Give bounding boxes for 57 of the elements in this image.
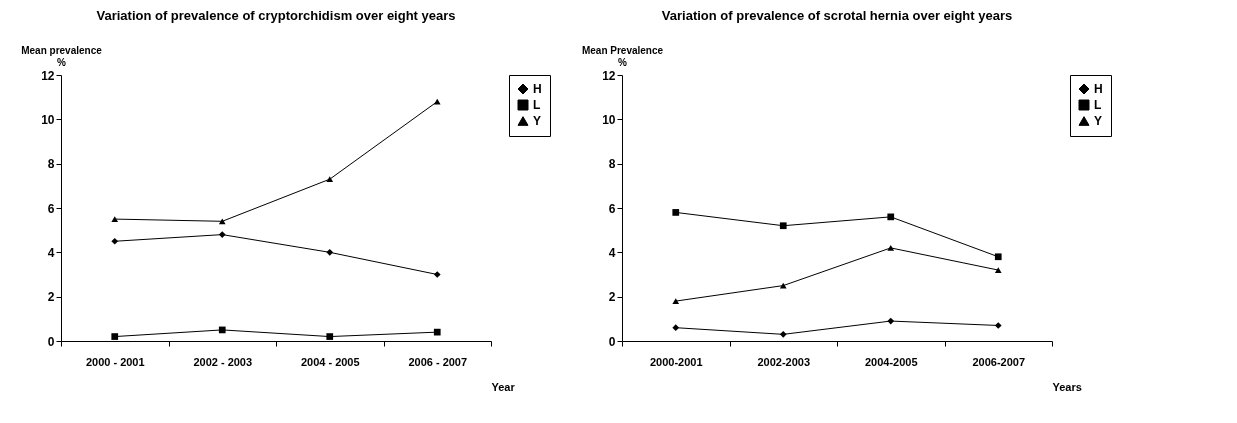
y-tick-label: 8 bbox=[608, 157, 616, 172]
point bbox=[218, 326, 226, 334]
point bbox=[218, 231, 226, 238]
y-tick-label: 6 bbox=[47, 201, 55, 216]
y-tick-label: 12 bbox=[41, 68, 55, 83]
legend-label: L bbox=[533, 98, 541, 112]
x-tick-label: 2000-2001 bbox=[649, 355, 703, 368]
y-axis-title: Mean prevalence % bbox=[21, 44, 103, 68]
point bbox=[111, 237, 119, 245]
point bbox=[779, 331, 787, 338]
point bbox=[326, 176, 334, 183]
y-tick-label: 4 bbox=[608, 245, 616, 260]
y-axis-title: Mean Prevalence % bbox=[581, 44, 664, 68]
x-axis-title: Year bbox=[491, 380, 516, 393]
y-tick-label: 10 bbox=[602, 112, 616, 127]
legend-label: L bbox=[1094, 98, 1102, 112]
chart-title: Variation of prevalence of cryptorchidism over eight years bbox=[96, 8, 456, 23]
point bbox=[672, 324, 680, 332]
point bbox=[218, 218, 226, 225]
y-tick-label: 6 bbox=[608, 201, 616, 216]
x-tick-label: 2002 - 2003 bbox=[193, 355, 253, 368]
point bbox=[433, 271, 441, 278]
x-tick-label: 2000 - 2001 bbox=[85, 355, 145, 368]
legend-label: Y bbox=[1094, 114, 1103, 128]
point bbox=[326, 333, 334, 340]
x-tick-label: 2006-2007 bbox=[972, 355, 1026, 368]
legend-label: H bbox=[1094, 82, 1103, 96]
y-tick-label: 2 bbox=[47, 290, 55, 305]
point bbox=[433, 328, 441, 336]
point bbox=[994, 253, 1002, 261]
x-tick-label: 2006 - 2007 bbox=[408, 355, 468, 368]
y-tick-label: 0 bbox=[608, 334, 616, 349]
point bbox=[887, 317, 895, 325]
y-tick-label: 12 bbox=[602, 68, 616, 83]
x-axis-title: Years bbox=[1052, 380, 1082, 393]
x-tick-label: 2002-2003 bbox=[757, 355, 811, 368]
x-tick-label: 2004-2005 bbox=[864, 355, 918, 368]
point bbox=[111, 216, 119, 222]
point bbox=[994, 322, 1002, 329]
point bbox=[779, 222, 787, 230]
x-tick-label: 2004 - 2005 bbox=[300, 355, 360, 368]
y-tick-label: 2 bbox=[608, 290, 616, 305]
y-tick-label: 10 bbox=[41, 112, 55, 127]
chart-title: Variation of prevalence of scrotal hernia over eight years bbox=[661, 8, 1013, 23]
point bbox=[994, 267, 1002, 273]
y-tick-label: 0 bbox=[47, 334, 55, 349]
point bbox=[433, 98, 441, 105]
point bbox=[111, 333, 119, 340]
point bbox=[672, 298, 680, 305]
point bbox=[887, 244, 895, 251]
y-tick-label: 8 bbox=[47, 157, 55, 172]
point bbox=[672, 209, 680, 216]
point bbox=[326, 248, 334, 256]
point bbox=[887, 213, 895, 221]
y-tick-label: 4 bbox=[47, 245, 55, 260]
legend-label: H bbox=[533, 82, 542, 96]
legend-label: Y bbox=[533, 114, 542, 128]
